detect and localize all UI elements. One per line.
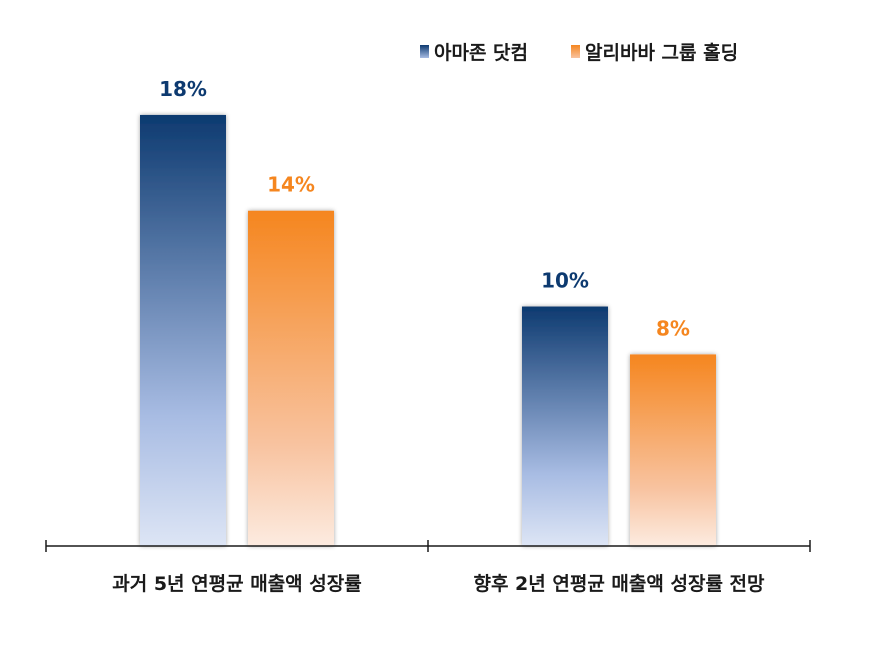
legend-swatch-alibaba	[571, 45, 580, 58]
category-label: 향후 2년 연평균 매출액 성장률 전망	[473, 573, 765, 595]
x-axis: 과거 5년 연평균 매출액 성장률 향후 2년 연평균 매출액 성장률 전망	[45, 540, 811, 595]
bar-amazon	[140, 114, 226, 547]
bars	[140, 114, 716, 547]
data-label-amazon: 10%	[541, 269, 589, 293]
legend-swatch-amazon	[420, 45, 429, 58]
bar-amazon	[522, 306, 608, 546]
data-label-amazon: 18%	[159, 77, 207, 101]
legend-label-amazon: 아마존 닷컴	[434, 42, 528, 64]
data-labels: 18% 14% 10% 8%	[159, 77, 690, 340]
bar-alibaba	[630, 354, 716, 546]
bar-alibaba	[248, 210, 334, 546]
data-label-alibaba: 14%	[267, 173, 315, 197]
legend-label-alibaba: 알리바바 그룹 홀딩	[585, 41, 738, 64]
category-label: 과거 5년 연평균 매출액 성장률	[112, 573, 361, 595]
legend: 아마존 닷컴 알리바바 그룹 홀딩	[420, 41, 738, 64]
data-label-alibaba: 8%	[656, 316, 690, 340]
